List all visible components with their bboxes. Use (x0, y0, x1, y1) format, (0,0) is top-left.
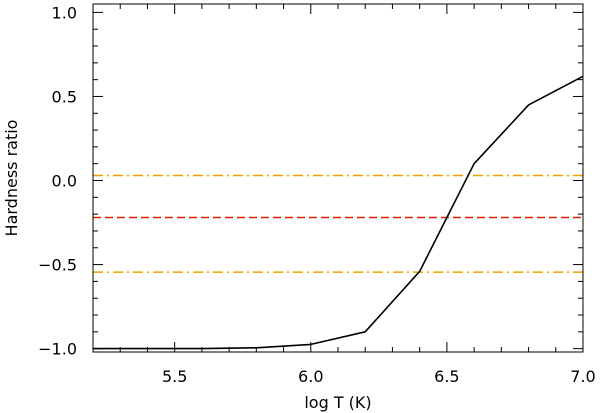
x-tick-label: 6.5 (434, 367, 459, 386)
x-tick-label: 7.0 (570, 367, 595, 386)
x-tick-label: 5.5 (162, 367, 187, 386)
y-tick-label: 0.0 (52, 172, 77, 191)
axis-ticks (92, 4, 584, 352)
y-tick-label: −0.5 (38, 256, 77, 275)
tick-labels: 5.5 6.0 6.5 7.0 −1.0 −0.5 0.0 0.5 1.0 (38, 3, 596, 386)
x-axis-title: log T (K) (304, 393, 371, 412)
y-tick-label: −1.0 (38, 340, 77, 359)
y-tick-label: 1.0 (52, 3, 77, 22)
y-axis-title: Hardness ratio (2, 120, 21, 237)
plot-frame (92, 3, 584, 353)
y-tick-label: 0.5 (52, 87, 77, 106)
series-line-0 (93, 75, 584, 350)
series-layer (93, 75, 584, 350)
reference-lines (93, 174, 583, 273)
x-tick-label: 6.0 (298, 367, 323, 386)
